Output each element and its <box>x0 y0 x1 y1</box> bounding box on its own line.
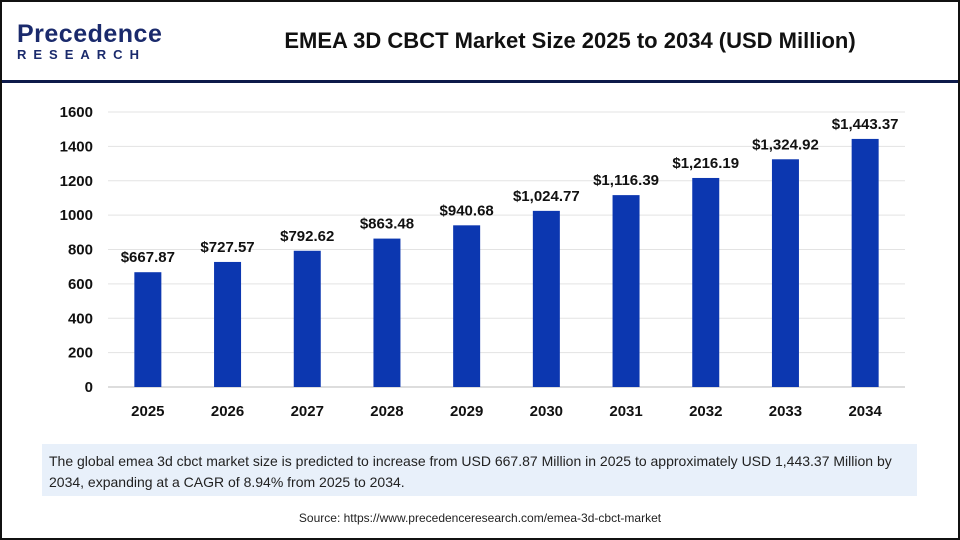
chart-title: EMEA 3D CBCT Market Size 2025 to 2034 (U… <box>284 28 856 53</box>
x-tick-label: 2031 <box>609 403 642 420</box>
bar <box>293 250 321 387</box>
y-tick-label: 1200 <box>60 173 93 190</box>
source-text: Source: https://www.precedenceresearch.c… <box>298 511 662 525</box>
data-label: $792.62 <box>280 228 334 245</box>
logo-line1: Precedence <box>17 20 163 48</box>
y-tick-label: 1600 <box>60 104 93 121</box>
bar <box>453 225 481 387</box>
bar <box>612 195 640 387</box>
x-tick-label: 2025 <box>131 403 164 420</box>
y-tick-label: 200 <box>68 345 93 362</box>
y-tick-label: 1400 <box>60 138 93 155</box>
y-tick-label: 0 <box>85 379 93 396</box>
data-label: $1,116.39 <box>593 172 659 189</box>
bar <box>532 210 560 387</box>
data-label: $1,216.19 <box>672 155 739 172</box>
bar <box>134 272 162 387</box>
bar <box>373 238 401 387</box>
x-tick-label: 2032 <box>689 403 722 420</box>
data-label: $863.48 <box>360 216 414 233</box>
bar <box>771 159 799 387</box>
bar <box>851 138 879 387</box>
x-tick-label: 2028 <box>370 403 403 420</box>
bar <box>214 261 242 387</box>
data-label: $940.68 <box>440 202 494 219</box>
bar <box>692 177 720 387</box>
data-label: $1,443.37 <box>832 116 899 133</box>
y-tick-label: 1000 <box>60 207 93 224</box>
bar-chart: 0 200 400 600 800 1000 1200 1400 1600 $667.87 2025… <box>60 104 905 420</box>
data-label: $1,024.77 <box>513 188 580 205</box>
x-tick-label: 2029 <box>450 403 483 420</box>
x-tick-label: 2033 <box>769 403 802 420</box>
data-label: $667.87 <box>121 249 175 266</box>
x-tick-label: 2026 <box>211 403 244 420</box>
x-tick-label: 2027 <box>291 403 324 420</box>
x-tick-label: 2034 <box>848 403 882 420</box>
y-tick-label: 800 <box>68 242 93 259</box>
data-label: $727.57 <box>200 239 254 256</box>
logo-line2: RESEARCH <box>17 47 146 62</box>
header-divider <box>2 80 958 83</box>
y-tick-label: 400 <box>68 310 93 327</box>
info-box: The global emea 3d cbct market size is p… <box>42 444 917 496</box>
logo: Precedence RESEARCH <box>17 20 162 62</box>
data-label: $1,324.92 <box>752 136 819 153</box>
y-tick-label: 600 <box>68 276 93 293</box>
x-tick-label: 2030 <box>530 403 563 420</box>
